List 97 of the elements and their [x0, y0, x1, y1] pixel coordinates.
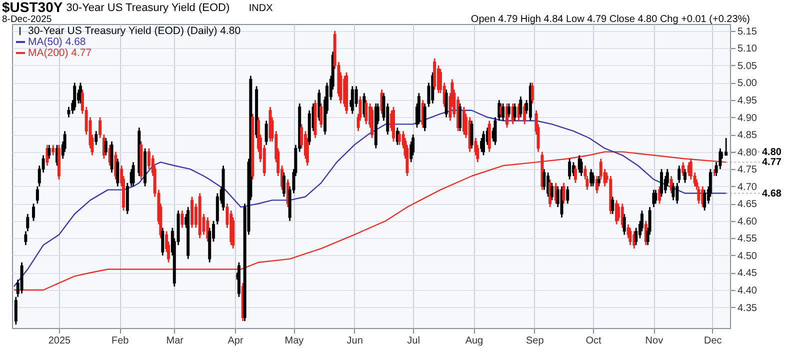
y-tick-label: 4.35	[738, 302, 758, 314]
y-tick-label: 4.65	[738, 199, 758, 210]
candlestick	[104, 137, 108, 156]
chart-subtitle: 30-Year US Treasury Yield (EOD)	[66, 2, 230, 14]
candlestick	[132, 161, 135, 188]
y-tick-label: 4.55	[738, 234, 758, 245]
candlestick	[628, 227, 632, 246]
x-tick-label: Dec	[704, 336, 722, 346]
y-tick-label: 5.05	[738, 60, 758, 72]
candlestick	[494, 116, 497, 146]
candlestick	[52, 144, 55, 156]
candlestick	[703, 189, 706, 212]
x-tick-label: Oct	[586, 336, 602, 346]
y-tick-label: 4.45	[738, 268, 758, 280]
candlestick	[73, 82, 76, 112]
y-tick-label: 4.70	[738, 182, 758, 193]
candlestick	[502, 102, 505, 122]
candlestick	[507, 102, 510, 118]
candlestick	[519, 96, 522, 118]
chart-title: $UST30Y	[2, 0, 64, 15]
candlestick	[592, 172, 595, 188]
candlestick	[634, 227, 638, 246]
candlestick	[26, 213, 30, 232]
y-tick-label: 4.75	[738, 164, 758, 176]
candlestick	[678, 164, 681, 184]
annotation: 4.68	[762, 188, 782, 200]
candlestick	[724, 137, 728, 156]
candlestick	[562, 182, 566, 204]
candlestick	[654, 189, 658, 204]
x-tick-label: Mar	[166, 336, 184, 346]
candlestick	[354, 85, 358, 108]
candlestick	[660, 168, 664, 198]
candlestick	[622, 213, 626, 236]
candlestick	[14, 296, 18, 326]
y-tick-label: 5.10	[738, 44, 758, 55]
annotation: 8-Dec-2025	[2, 14, 52, 25]
candlestick	[574, 164, 577, 184]
x-tick-label: Jun	[346, 336, 363, 346]
candlestick	[116, 158, 120, 188]
candlestick	[672, 182, 675, 201]
x-tick-label: Apr	[228, 336, 244, 346]
x-tick-label: Sep	[526, 336, 544, 346]
candlestick	[48, 144, 51, 160]
y-tick-label: 4.40	[738, 286, 758, 296]
y-tick-label: 5.15	[738, 26, 758, 38]
candlestick	[398, 130, 401, 146]
candlestick	[444, 88, 448, 118]
candlestick	[682, 161, 685, 177]
annotation: 4.77	[762, 157, 782, 168]
x-tick-label: Jul	[407, 336, 420, 346]
candlestick	[513, 102, 516, 122]
candlestick	[458, 102, 462, 132]
x-tick-label: May	[284, 336, 304, 346]
candlestick	[36, 186, 39, 204]
legend-label: MA(200) 4.77	[28, 47, 92, 59]
candlestick	[161, 227, 164, 256]
candlestick	[597, 175, 600, 188]
legend-label: MA(50) 4.68	[28, 36, 86, 48]
candlestick	[482, 130, 485, 156]
y-tick-label: 5.00	[738, 78, 758, 90]
x-tick-label: Feb	[111, 336, 130, 346]
y-tick-label: 4.50	[738, 250, 758, 262]
candlestick	[568, 158, 572, 180]
candlestick	[580, 158, 583, 177]
candlestick	[282, 172, 286, 198]
y-tick-label: 4.85	[738, 130, 758, 142]
candlestick	[180, 210, 184, 229]
candlestick	[32, 202, 36, 222]
candlestick	[67, 106, 70, 118]
candlestick	[470, 120, 474, 150]
text: INDX	[248, 3, 274, 14]
legend-label: 30-Year US Treasury Yield (EOD) (Daily) 4.80	[28, 25, 241, 37]
annotation: Open 4.79 High 4.84 Low 4.79 Close 4.80 Chg +0.01 (+0.23%)	[470, 14, 750, 25]
candlestick	[542, 168, 546, 191]
candlestick	[24, 230, 28, 246]
y-tick-label: 4.80	[738, 147, 758, 158]
candlestick	[98, 116, 102, 139]
y-tick-label: 4.60	[738, 216, 758, 228]
candlestick	[94, 130, 98, 146]
candlestick	[566, 186, 570, 204]
candlestick	[616, 202, 620, 222]
annotation: 4.80	[762, 146, 782, 158]
candlestick	[320, 102, 323, 128]
candlestick	[530, 82, 534, 104]
candlestick	[523, 102, 526, 125]
y-tick-label: 4.90	[738, 112, 758, 124]
x-tick-label: Nov	[645, 336, 664, 346]
y-tick-label: 4.95	[738, 96, 758, 106]
candlestick	[264, 120, 268, 146]
candlestick	[550, 182, 554, 201]
candlestick	[611, 196, 614, 215]
candlestick	[364, 99, 368, 125]
x-tick-label: Aug	[465, 336, 484, 346]
candlestick	[676, 182, 679, 204]
x-tick-label: 2025	[48, 336, 72, 346]
line-series	[13, 151, 727, 291]
candlestick	[684, 168, 687, 184]
